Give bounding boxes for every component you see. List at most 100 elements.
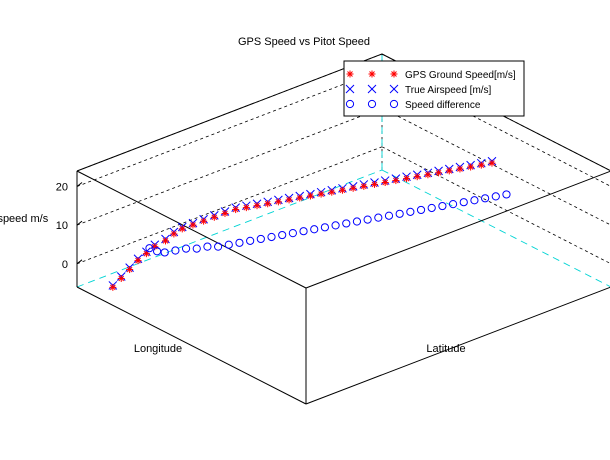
- data-point: [445, 167, 453, 175]
- data-point: [267, 232, 276, 242]
- data-point: [371, 180, 378, 188]
- z-tick-labels: 20 10 0: [56, 181, 68, 270]
- legend: GPS Ground Speed[m/s] True Airspeed [m/s…: [343, 60, 525, 117]
- data-point: [349, 184, 357, 192]
- data-point: [200, 217, 208, 225]
- data-point: [360, 182, 368, 190]
- data-point: [264, 200, 272, 208]
- legend-marker: [389, 84, 399, 94]
- data-point: [221, 209, 229, 217]
- floor-grid-line: [381, 169, 610, 287]
- box-edge: [305, 170, 610, 289]
- box-edge: [76, 170, 307, 289]
- legend-label-gps: GPS Ground Speed[m/s]: [405, 70, 516, 81]
- z-tick-label: 20: [56, 181, 68, 193]
- box-edge: [76, 53, 383, 172]
- z-tick-mark: [76, 182, 83, 187]
- series-layer: [108, 156, 511, 291]
- z-tick-mark: [76, 259, 83, 265]
- data-point: [152, 247, 162, 256]
- data-point: [470, 196, 479, 205]
- z-tick-label: 10: [56, 220, 68, 232]
- data-point: [403, 175, 411, 183]
- data-point: [109, 283, 117, 291]
- data-point: [395, 209, 404, 218]
- data-point: [338, 186, 346, 194]
- data-point: [438, 201, 447, 211]
- data-point: [424, 171, 432, 179]
- data-point: [306, 192, 314, 200]
- data-point: [502, 190, 511, 199]
- data-point: [214, 242, 223, 251]
- chart-title: GPS Speed vs Pitot Speed: [238, 36, 370, 48]
- legend-marker: [389, 99, 399, 109]
- data-point: [117, 274, 125, 282]
- grid-line: [76, 107, 383, 226]
- data-point: [342, 219, 351, 228]
- z-axis-label: Airspeed m/s: [0, 213, 49, 225]
- z-tick-label: 0: [62, 259, 68, 271]
- data-point: [285, 196, 293, 204]
- legend-marker: [367, 99, 377, 109]
- data-point: [331, 221, 340, 230]
- data-point: [467, 163, 475, 171]
- legend-label-difference: Speed difference: [405, 100, 481, 111]
- data-point: [142, 250, 150, 258]
- data-point: [145, 244, 154, 253]
- legend-marker: [368, 70, 376, 78]
- data-point: [491, 192, 500, 201]
- legend-label-airspeed: True Airspeed [m/s]: [405, 85, 492, 96]
- data-point: [203, 242, 212, 251]
- data-point: [363, 215, 372, 224]
- data-point: [381, 179, 389, 186]
- legend-marker: [345, 84, 355, 94]
- data-point: [488, 159, 496, 167]
- data-point: [232, 206, 240, 214]
- data-point: [181, 244, 191, 253]
- data-point: [134, 257, 142, 265]
- data-point: [246, 236, 255, 245]
- data-point: [126, 266, 134, 274]
- box-edge: [76, 286, 307, 405]
- data-point: [448, 200, 458, 209]
- data-point: [392, 177, 400, 185]
- data-point: [352, 217, 362, 226]
- data-point: [224, 240, 233, 249]
- data-point: [328, 188, 336, 196]
- data-point: [171, 246, 180, 255]
- data-point: [310, 225, 319, 234]
- data-point: [189, 221, 197, 229]
- series-0: [109, 159, 496, 291]
- grid-line: [76, 146, 383, 265]
- data-point: [374, 213, 383, 222]
- x-axis-label: Longitude: [134, 343, 182, 355]
- data-point: [413, 173, 421, 181]
- legend-marker: [346, 70, 354, 78]
- data-point: [256, 234, 265, 244]
- data-point: [253, 202, 261, 210]
- data-point: [178, 225, 186, 233]
- data-point: [161, 237, 169, 245]
- y-axis-label: Latitude: [426, 343, 465, 355]
- data-point: [299, 227, 308, 236]
- legend-marker: [367, 84, 377, 94]
- legend-marker: [345, 99, 355, 109]
- data-point: [406, 207, 415, 216]
- grid-line: [76, 69, 383, 187]
- legend-marker: [390, 70, 398, 78]
- data-point: [170, 230, 178, 238]
- data-point: [210, 213, 218, 221]
- data-point: [242, 204, 250, 212]
- data-point: [274, 198, 282, 206]
- data-point: [456, 165, 464, 173]
- data-point: [416, 205, 426, 215]
- data-point: [317, 190, 325, 198]
- data-point: [481, 194, 490, 203]
- data-point: [435, 169, 443, 177]
- data-point: [459, 198, 468, 207]
- box-edge: [305, 286, 610, 405]
- data-point: [160, 248, 169, 257]
- data-point: [320, 223, 330, 232]
- data-point: [427, 203, 436, 213]
